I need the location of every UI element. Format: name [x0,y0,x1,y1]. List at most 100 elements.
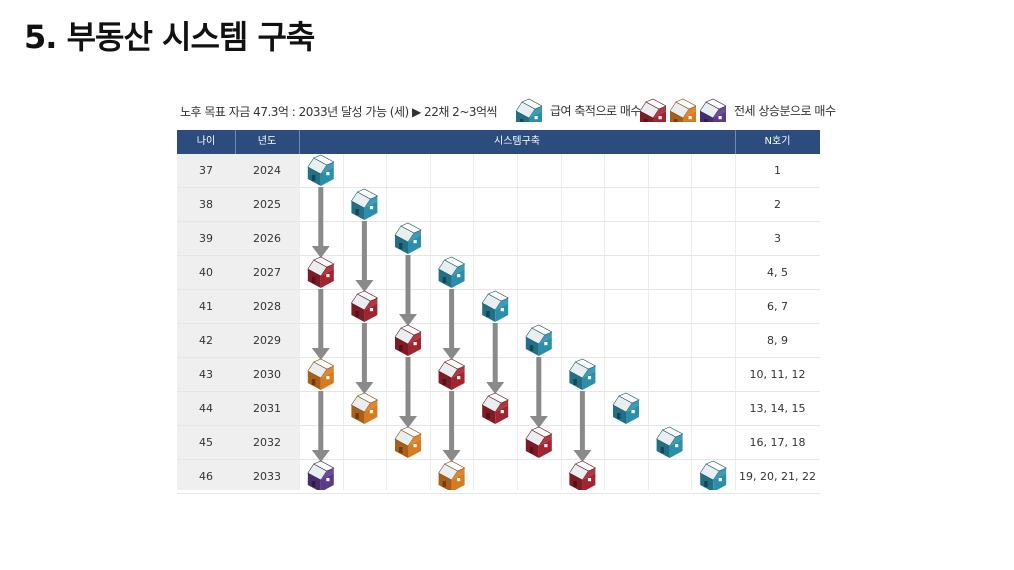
grid-line [691,154,692,490]
house-icon [350,188,379,220]
house-icon [568,358,597,390]
age-cell: 42 [199,334,213,347]
house-icon [307,154,335,186]
progression-arrow [573,391,592,462]
table-header: 나이 년도 시스템구축 N호기 [177,130,820,154]
page-title: 5. 부동산 시스템 구축 [24,18,315,56]
count-cell: 2 [774,198,781,211]
year-cell: 2032 [253,436,281,449]
age-cell: 39 [199,232,213,245]
grid-line [561,154,562,490]
year-cell: 2031 [253,402,281,415]
progression-arrow [311,391,330,462]
table-body: 37 2024 1 38 2025 2 39 2026 3 40 2027 4, 5 41 2028 6, … [177,154,820,494]
house-icon [481,392,509,424]
progression-arrow [311,289,330,360]
age-cell: 40 [199,266,213,279]
house-icon [350,290,379,322]
grid-line [386,154,387,490]
house-icon [656,426,684,458]
year-cell: 2028 [253,300,281,313]
legend-jeonse: 전세 상승분으로 매수 [640,98,836,122]
progression-arrow [355,323,374,394]
progression-arrow [311,187,330,258]
house-icon [307,460,335,490]
progression-arrow [442,289,461,360]
year-cell: 2029 [253,334,281,347]
header-system: 시스템구축 [494,136,540,147]
year-cell: 2033 [253,470,281,483]
year-cell: 2025 [253,198,281,211]
table-row: 39 2026 3 [177,222,820,256]
grid-line [430,154,431,490]
house-icon [700,98,726,122]
system-table: 나이 년도 시스템구축 N호기 37 2024 1 38 2025 2 39 2026 3 40 2… [177,130,820,494]
house-icon [640,98,666,122]
table-row: 38 2025 2 [177,188,820,222]
grid-line [343,154,344,490]
count-cell: 10, 11, 12 [749,368,806,381]
house-icon [394,222,422,254]
age-cell: 43 [199,368,213,381]
header-count: N호기 [764,136,791,147]
year-cell: 2024 [253,164,281,177]
table-row: 40 2027 4, 5 [177,256,820,290]
table-row: 42 2029 8, 9 [177,324,820,358]
table-row: 45 2032 16, 17, 18 [177,426,820,460]
goal-subtitle: 노후 목표 자금 47.3억 : 2033년 달성 가능 (세) ▶ 22채 2… [180,105,498,119]
house-icon [438,358,466,390]
progression-arrow [399,357,417,428]
legend-salary: 급여 축적으로 매수 [516,98,641,122]
count-cell: 16, 17, 18 [749,436,806,449]
age-cell: 37 [199,164,213,177]
grid-line [473,154,474,490]
count-cell: 3 [774,232,781,245]
progression-arrow [399,255,417,326]
house-icon [525,426,553,458]
age-cell: 41 [199,300,213,313]
house-icon [481,290,509,322]
progression-arrow [355,221,374,292]
grid-line [648,154,649,490]
house-icon [525,324,553,356]
table-row: 43 2030 10, 11, 12 [177,358,820,392]
table-row: 37 2024 1 [177,154,820,188]
house-diagram [307,154,727,490]
count-cell: 19, 20, 21, 22 [739,470,816,483]
house-icon [307,256,335,288]
house-icon [670,98,696,122]
year-column-bg [235,154,299,490]
header-year: 년도 [257,136,277,147]
progression-arrow [529,357,548,428]
year-cell: 2030 [253,368,281,381]
grid-line [299,154,300,490]
house-icon [350,392,379,424]
grid-line [735,154,736,490]
legend-salary-label: 급여 축적으로 매수 [550,103,641,118]
legend-jeonse-label: 전세 상승분으로 매수 [734,103,836,118]
age-cell: 45 [199,436,213,449]
table-row: 44 2031 13, 14, 15 [177,392,820,426]
house-icon [568,460,597,490]
table-row: 46 2033 19, 20, 21, 22 [177,460,820,494]
header-age: 나이 [196,136,216,147]
age-cell: 44 [199,402,213,415]
house-icon [307,358,335,390]
grid-line [517,154,518,490]
age-cell: 46 [199,470,213,483]
table-row: 41 2028 6, 7 [177,290,820,324]
house-icon [394,426,422,458]
count-cell: 1 [774,164,781,177]
age-column-bg [177,154,235,490]
age-cell: 38 [199,198,213,211]
year-cell: 2027 [253,266,281,279]
house-icon [612,392,640,424]
year-cell: 2026 [253,232,281,245]
progression-arrow [486,323,505,394]
house-icon [438,460,466,490]
house-icon [438,256,466,288]
count-cell: 13, 14, 15 [749,402,806,415]
house-icon [394,324,422,356]
count-cell: 4, 5 [767,266,788,279]
progression-arrow [442,391,461,462]
